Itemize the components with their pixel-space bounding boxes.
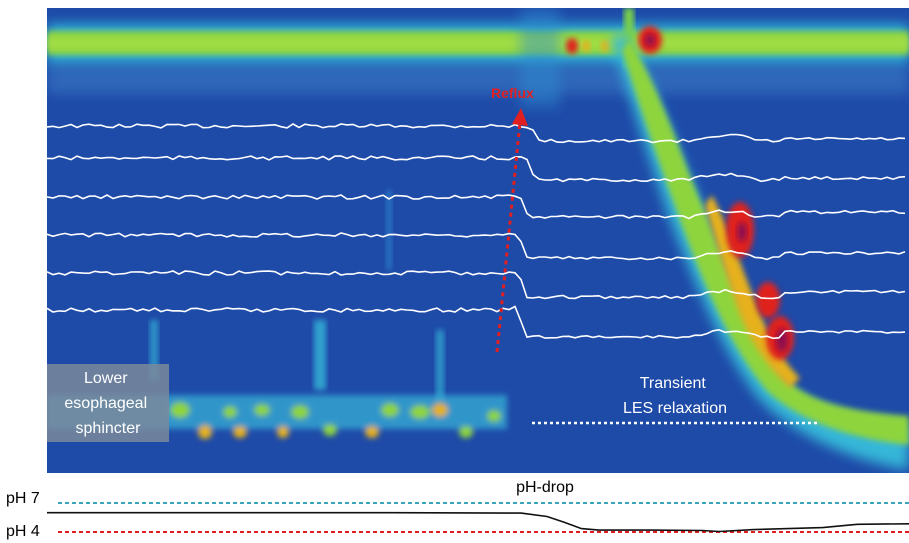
tlesr-label-line2: LES relaxation	[623, 400, 727, 417]
les-label-box	[47, 364, 169, 442]
wave-hotspot-core	[776, 328, 788, 352]
pressure-trace	[46, 123, 906, 144]
les-label-line1: Lower	[84, 370, 128, 387]
streak	[150, 320, 158, 380]
upper-hotspot	[601, 40, 609, 52]
peristaltic-wave	[622, 40, 909, 445]
pressure-trace	[46, 155, 906, 183]
tlesr-label: Transient LES relaxation	[623, 375, 727, 417]
reflux-arrow	[495, 121, 522, 353]
ph4-label: pH 4	[6, 523, 40, 540]
swallow-onset	[624, 8, 634, 68]
ph-panel: pH-drop pH 7 pH 4	[6, 479, 909, 540]
streak	[386, 190, 392, 270]
wave-hotspot	[756, 282, 780, 318]
ph-drop-label: pH-drop	[516, 479, 574, 496]
upper-sphincter-core	[47, 37, 909, 49]
reflux-arrowhead	[512, 108, 528, 126]
upper-hotspot	[645, 34, 655, 46]
upper-hotspot	[582, 40, 590, 52]
streak	[314, 320, 326, 390]
ph7-label: pH 7	[6, 490, 40, 507]
les-label: Lower esophageal sphincter	[64, 370, 151, 437]
ph-trace-line	[47, 511, 909, 533]
reflux-label: Reflux	[491, 85, 534, 101]
streak	[436, 330, 444, 400]
pressure-trace	[46, 270, 906, 300]
pressure-traces	[46, 123, 906, 340]
les-label-line3: sphincter	[76, 420, 142, 437]
pressure-trace	[46, 305, 906, 340]
tlesr-label-line1: Transient	[640, 375, 707, 392]
upper-hotspot	[566, 38, 578, 54]
les-label-line2: esophageal	[64, 395, 147, 412]
upper-sphincter-shadow	[47, 64, 909, 94]
pressure-trace	[46, 232, 906, 261]
streak	[520, 8, 560, 108]
pressure-trace	[46, 194, 906, 220]
wave-hotspot-core	[737, 222, 747, 242]
